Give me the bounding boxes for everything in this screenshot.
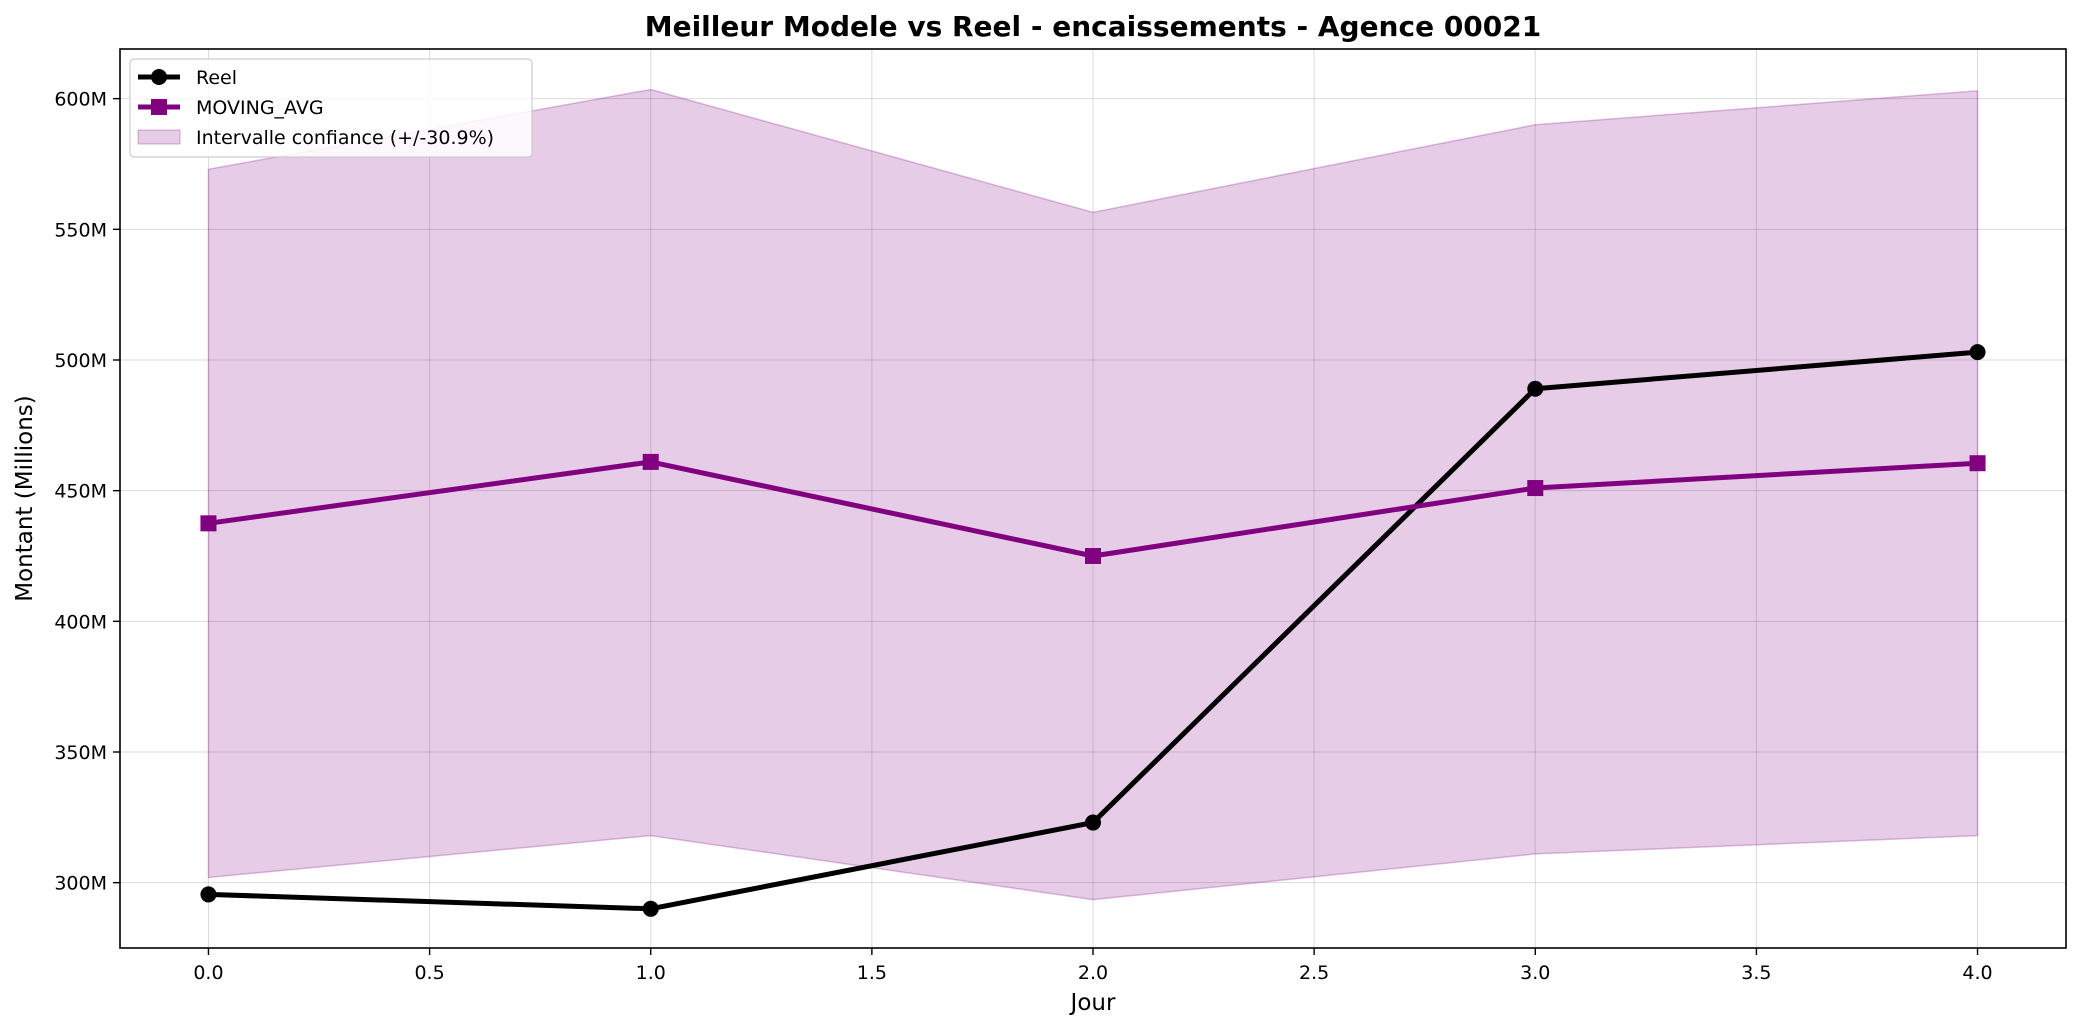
series-lines (200, 344, 1986, 917)
y-tick-label: 450M (54, 481, 107, 503)
y-tick-label: 500M (54, 350, 107, 372)
x-tick-label: 0.5 (414, 962, 444, 984)
x-tick-label: 0.0 (193, 962, 223, 984)
data-point-reel (1085, 814, 1101, 831)
x-tick-label: 2.5 (1299, 962, 1329, 984)
legend-marker-reel (151, 69, 167, 85)
y-axis-label: Montant (Millions) (12, 395, 38, 602)
y-tick-label: 300M (54, 873, 107, 895)
x-tick-label: 4.0 (1962, 962, 1992, 984)
data-point-reel (1969, 344, 1986, 361)
y-tick-label: 600M (54, 89, 107, 111)
x-tick-label: 1.0 (636, 962, 666, 984)
legend-box (129, 58, 533, 158)
y-tick-label: 400M (54, 611, 107, 633)
grid-lines (120, 49, 2066, 948)
legend-label: MOVING_AVG (196, 97, 324, 119)
y-tick-label: 550M (54, 219, 107, 241)
chart-title: Meilleur Modele vs Reel - encaissements … (645, 10, 1542, 43)
axis-ticks: 0.0 0.5 1.0 1.5 2.0 2.5 3.0 3.5 4.0 300M 350M 400M 4… (54, 89, 1992, 984)
legend-marker-moving-avg (151, 99, 167, 115)
data-point-reel (200, 886, 217, 903)
y-tick-label: 350M (54, 742, 107, 764)
x-axis-label: Jour (1069, 990, 1116, 1016)
legend-label: Reel (196, 67, 237, 89)
data-point-moving-avg (1085, 547, 1101, 564)
x-tick-label: 3.0 (1520, 962, 1550, 984)
legend-label: Intervalle confiance (+/-30.9%) (196, 127, 494, 149)
x-tick-label: 2.0 (1078, 962, 1108, 984)
confidence-band (207, 88, 1979, 901)
x-tick-label: 1.5 (857, 962, 887, 984)
data-point-reel (642, 900, 659, 917)
data-point-moving-avg (1969, 455, 1986, 472)
data-point-moving-avg (1527, 480, 1544, 497)
data-point-moving-avg (200, 515, 217, 532)
legend-swatch-band (137, 129, 181, 145)
data-point-reel (1527, 380, 1544, 397)
x-tick-label: 3.5 (1741, 962, 1771, 984)
confidence-band-area (207, 88, 1979, 901)
data-point-moving-avg (642, 453, 659, 470)
legend: Reel MOVING_AVG Intervalle confiance (+/-3… (129, 58, 533, 158)
